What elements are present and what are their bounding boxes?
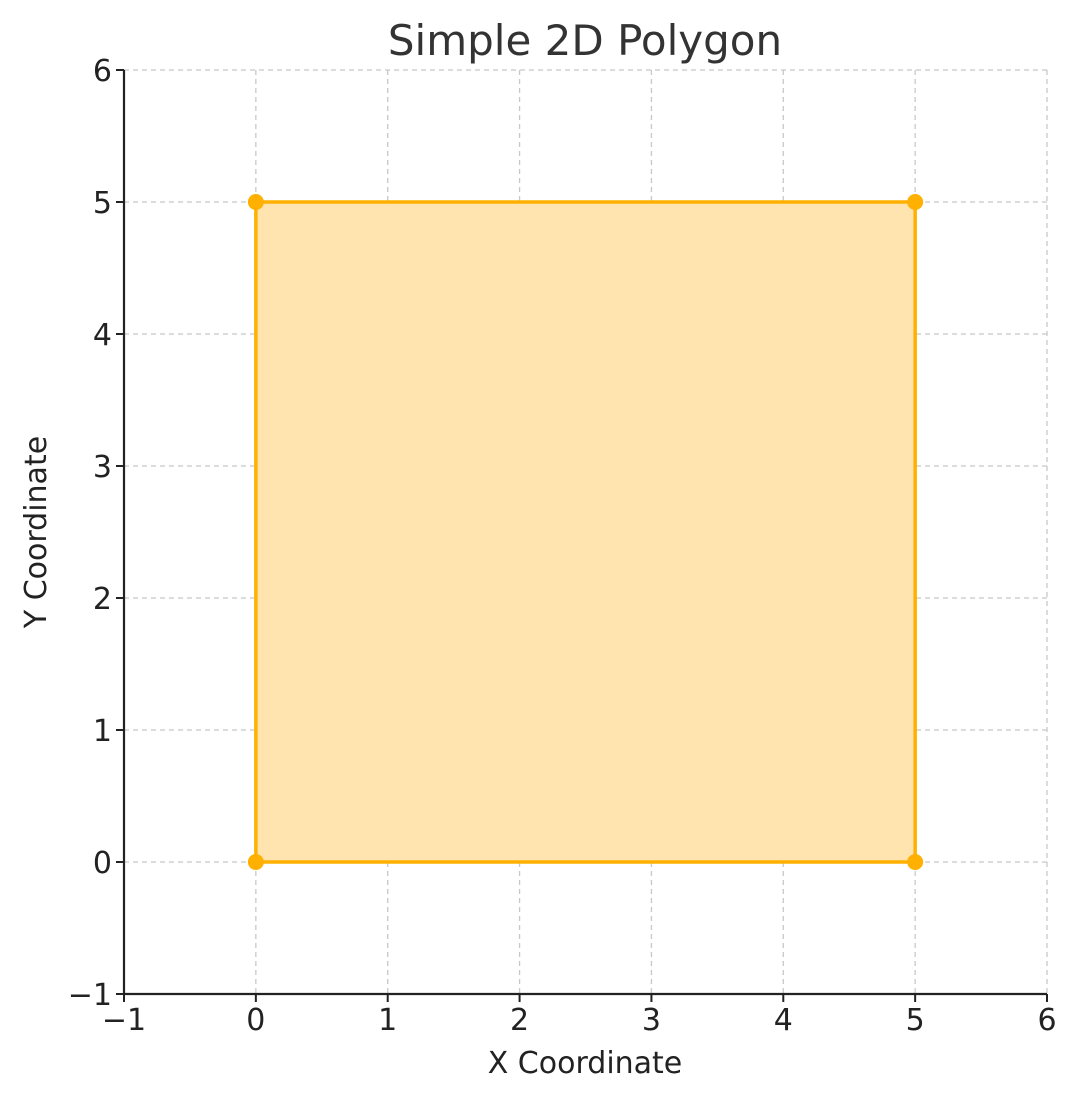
x-tick-label: 3	[642, 1003, 661, 1038]
x-tick-label: 5	[906, 1003, 925, 1038]
y-tick-label: 0	[93, 846, 112, 881]
x-axis-label: X Coordinate	[488, 1046, 683, 1081]
vertex-point	[907, 194, 924, 210]
vertex-point	[247, 854, 264, 870]
y-tick-label: −1	[68, 978, 112, 1013]
y-tick-label: 3	[93, 450, 112, 485]
y-tick-label: 5	[93, 186, 112, 221]
vertex-point	[907, 854, 924, 870]
x-tick-label: −1	[102, 1003, 146, 1038]
vertex-point	[247, 194, 264, 210]
y-tick-label: 2	[93, 582, 112, 617]
x-tick-label: 1	[378, 1003, 397, 1038]
y-tick-label: 1	[93, 714, 112, 749]
tick-labels: −1 0 1 2 3 4 5 6 −1 0 1 2 3 4 5 6	[68, 54, 1057, 1038]
chart-title: Simple 2D Polygon	[388, 16, 782, 65]
x-tick-label: 4	[774, 1003, 793, 1038]
axes	[116, 69, 1048, 1002]
y-tick-label: 6	[93, 54, 112, 89]
polygon-layer	[247, 194, 924, 870]
y-tick-label: 4	[93, 318, 112, 353]
x-tick-label: 6	[1037, 1003, 1056, 1038]
y-axis-label: Y Coordinate	[19, 436, 54, 629]
x-tick-label: 0	[246, 1003, 265, 1038]
x-tick-label: 2	[510, 1003, 529, 1038]
polygon-fill	[255, 202, 916, 862]
